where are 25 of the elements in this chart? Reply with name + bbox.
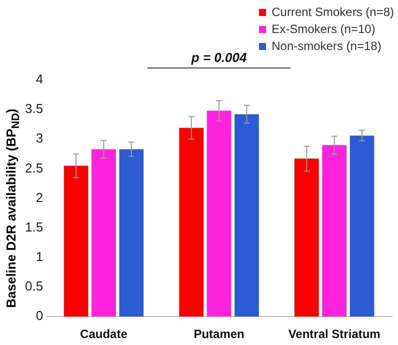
bar: [179, 128, 204, 317]
x-tick-label: Caudate: [80, 327, 128, 342]
y-tick-label: 4: [36, 72, 44, 87]
bar: [92, 149, 116, 317]
y-tick-label: 3.5: [24, 101, 44, 116]
y-tick-label: 0: [36, 308, 44, 324]
legend-label: Ex-Smokers (n=10): [272, 22, 376, 36]
x-tick-label: Putamen: [194, 327, 244, 342]
bar: [294, 158, 319, 317]
bar: [234, 114, 259, 317]
bar: [206, 110, 232, 317]
bar: [350, 136, 374, 317]
y-tick-label: 1.5: [24, 219, 44, 234]
y-tick-label: 2: [36, 190, 44, 205]
y-tick-label: 2.5: [24, 160, 44, 176]
text: p = 0.004: [190, 50, 248, 66]
x-tick-label: Ventral Striatum: [288, 327, 380, 342]
bar: [322, 145, 347, 317]
bar: [64, 166, 88, 317]
legend-label: Non-smokers (n=18): [272, 39, 382, 53]
y-tick-label: 0.5: [24, 278, 44, 294]
y-tick-label: 3: [36, 130, 44, 146]
y-tick-label: 1: [36, 249, 44, 264]
bar: [119, 149, 144, 317]
legend-label: Current Smokers (n=8): [272, 5, 394, 19]
